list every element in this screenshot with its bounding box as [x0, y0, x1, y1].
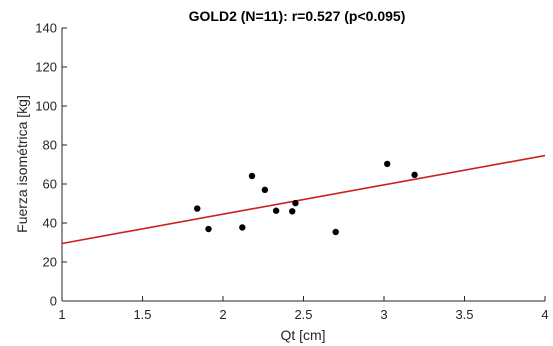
data-point [411, 171, 418, 179]
y-tick-label: 60 [43, 177, 57, 192]
data-point [272, 207, 280, 214]
x-tick-label: 2 [219, 307, 226, 322]
y-tick-label: 20 [43, 255, 57, 270]
x-tick-label: 2.5 [294, 307, 312, 322]
y-tick-label: 120 [35, 60, 57, 75]
data-point [239, 224, 246, 231]
data-point [205, 225, 212, 233]
x-tick-label: 4 [541, 307, 548, 322]
chart-title: GOLD2 (N=11): r=0.527 (p<0.095) [189, 8, 406, 24]
data-point [384, 160, 391, 168]
data-point [248, 172, 256, 180]
x-tick-label: 1.5 [133, 307, 151, 322]
data-point [332, 228, 339, 236]
data-point [292, 199, 299, 207]
y-tick-label: 0 [50, 294, 57, 309]
y-tick-label: 140 [35, 21, 57, 36]
y-axis-ticks: 0 20 40 60 80 100 120 140 [35, 21, 67, 309]
y-tick-label: 80 [43, 138, 57, 153]
y-tick-label: 100 [35, 99, 57, 114]
x-tick-label: 3.5 [455, 307, 473, 322]
x-axis-ticks: 1 1.5 2 2.5 3 3.5 4 [58, 296, 549, 322]
regression-line [61, 154, 546, 245]
data-point [289, 208, 296, 215]
data-point [194, 205, 201, 212]
y-tick-label: 40 [43, 216, 57, 231]
data-point [261, 186, 269, 194]
x-axis-label: Qt [cm] [280, 327, 325, 343]
x-tick-label: 1 [58, 307, 65, 322]
y-axis-label: Fuerza isométrica [kg] [14, 95, 30, 233]
data-points [194, 160, 418, 236]
x-tick-label: 3 [380, 307, 387, 322]
